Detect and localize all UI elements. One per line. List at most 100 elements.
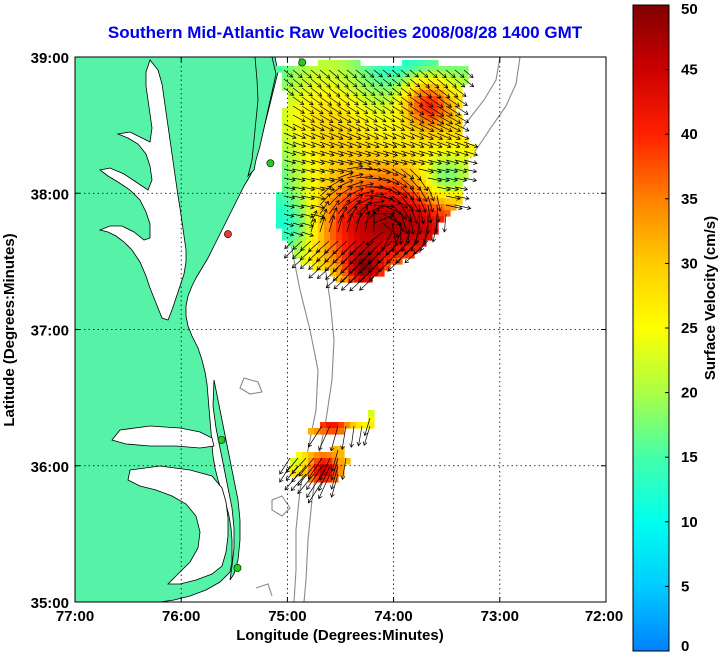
velocity-cell [396, 102, 403, 109]
velocity-cell [332, 446, 339, 453]
velocity-cell [372, 186, 379, 193]
velocity-arrow [355, 150, 372, 157]
velocity-cell [390, 84, 397, 91]
velocity-cell [354, 252, 361, 259]
velocity-arrow [427, 141, 443, 149]
velocity-cell [318, 252, 325, 259]
velocity-cell [354, 216, 361, 223]
velocity-arrow [292, 186, 306, 192]
velocity-arrow [325, 267, 339, 280]
velocity-arrow [355, 132, 371, 140]
velocity-arrow [292, 240, 303, 250]
velocity-cell [348, 180, 355, 187]
velocity-cell [288, 132, 295, 139]
velocity-arrow [409, 204, 419, 225]
velocity-cell [312, 222, 319, 229]
velocity-arrow [337, 171, 354, 179]
velocity-cell [366, 198, 373, 205]
velocity-cell [378, 144, 385, 151]
velocity-arrow [445, 204, 463, 211]
velocity-cell [336, 258, 343, 265]
velocity-arrow [319, 200, 329, 215]
velocity-cell [408, 228, 415, 235]
velocity-cell [306, 210, 313, 217]
colorbar-tick-label: 0 [681, 638, 689, 655]
velocity-cell [354, 228, 361, 235]
velocity-cell [306, 198, 313, 205]
velocity-cell [390, 78, 397, 85]
velocity-cell [372, 120, 379, 127]
velocity-cell [294, 150, 301, 157]
velocity-cell [300, 66, 307, 73]
velocity-arrow [445, 177, 459, 183]
radar-station-marker [233, 564, 242, 572]
velocity-arrow [418, 105, 435, 117]
velocity-cell [288, 162, 295, 169]
velocity-cell [366, 264, 373, 271]
velocity-cell [450, 192, 457, 199]
velocity-cell [372, 198, 379, 205]
velocity-cell [450, 120, 457, 127]
velocity-cell [312, 108, 319, 115]
velocity-arrow [391, 177, 408, 188]
velocity-arrow [346, 180, 364, 188]
velocity-arrow [348, 267, 366, 284]
velocity-cell [444, 204, 451, 211]
velocity-cell [354, 174, 361, 181]
velocity-cell [360, 222, 367, 229]
velocity-cell [378, 96, 385, 103]
velocity-cell [432, 66, 439, 73]
velocity-cell [390, 222, 397, 229]
velocity-cell [432, 96, 439, 103]
velocity-cell [378, 180, 385, 187]
velocity-arrow [427, 168, 442, 174]
velocity-cell [288, 240, 295, 247]
velocity-cell [342, 96, 349, 103]
velocity-cell [288, 96, 295, 103]
velocity-cell [360, 132, 367, 139]
velocity-cell [282, 78, 289, 85]
velocity-cell [438, 84, 445, 91]
velocity-arrow [427, 78, 440, 89]
velocity-cell [444, 144, 451, 151]
velocity-arrow [382, 69, 392, 78]
velocity-arrow [355, 196, 375, 206]
velocity-cell [318, 156, 325, 163]
velocity-cell [324, 144, 331, 151]
velocity-cell [384, 162, 391, 169]
velocity-cell [330, 264, 337, 271]
velocity-arrow [436, 141, 452, 149]
velocity-cell [276, 198, 283, 205]
velocity-arrow [431, 222, 438, 243]
velocity-cell [336, 144, 343, 151]
velocity-cell [300, 258, 307, 265]
velocity-arrow [373, 69, 383, 78]
velocity-cell [306, 138, 313, 145]
velocity-cell [372, 234, 379, 241]
velocity-cell [288, 228, 295, 235]
velocity-cell [306, 258, 313, 265]
velocity-arrow [364, 105, 377, 114]
velocity-cell [366, 174, 373, 181]
velocity-cell [290, 458, 297, 465]
velocity-cell [396, 216, 403, 223]
velocity-cell [396, 180, 403, 187]
velocity-arrow [409, 132, 425, 140]
velocity-cell [426, 222, 433, 229]
velocity-cell [282, 156, 289, 163]
velocity-cell [402, 126, 409, 133]
velocity-arrow [418, 204, 426, 225]
velocity-cell [330, 228, 337, 235]
velocity-arrow [445, 168, 459, 174]
velocity-arrow [301, 69, 312, 79]
velocity-cell [338, 458, 345, 465]
velocity-cell [414, 228, 421, 235]
velocity-cell [438, 78, 445, 85]
velocity-arrow [346, 172, 364, 179]
velocity-arrow [400, 159, 417, 166]
velocity-arrow [414, 222, 420, 244]
velocity-cell [444, 138, 451, 145]
velocity-cell [360, 72, 367, 79]
velocity-arrow [337, 69, 349, 79]
velocity-cell [350, 422, 357, 429]
